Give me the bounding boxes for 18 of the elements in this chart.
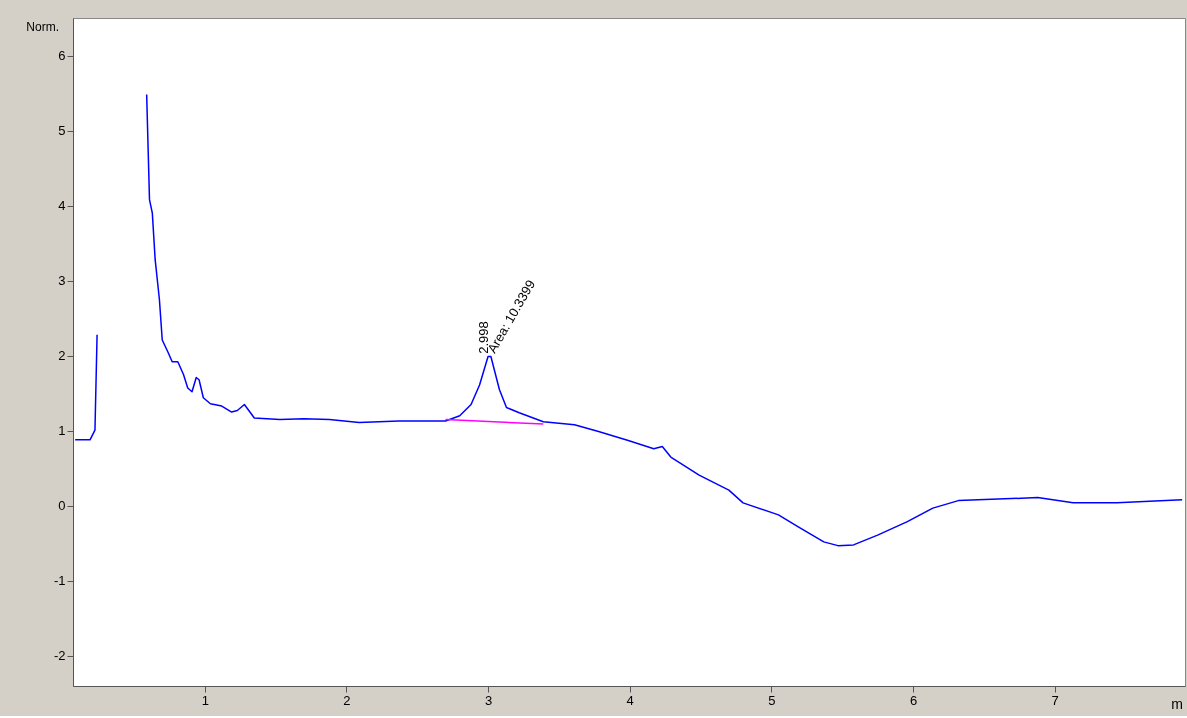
x-tick-label: 7 <box>1051 692 1059 708</box>
y-tick-label: 6 <box>58 48 66 64</box>
x-tick-label: 1 <box>201 692 209 708</box>
y-axis-title: Norm. <box>26 20 59 34</box>
x-tick-label: 5 <box>768 692 776 708</box>
x-tick-label: 4 <box>626 692 634 708</box>
x-axis-title: m <box>1171 696 1183 712</box>
y-tick-label: 5 <box>58 123 66 139</box>
x-tick-label: 3 <box>484 692 493 708</box>
y-tick-label: -1 <box>53 573 66 589</box>
y-tick-label: 2 <box>58 348 66 364</box>
y-tick-label: 1 <box>58 423 66 439</box>
y-tick-label: 4 <box>58 198 66 214</box>
y-tick-label: 3 <box>58 273 66 289</box>
x-tick-label: 2 <box>343 692 351 708</box>
y-tick-label: 0 <box>58 498 66 514</box>
x-tick-label: 6 <box>909 692 918 708</box>
y-tick-label: -2 <box>53 648 66 664</box>
